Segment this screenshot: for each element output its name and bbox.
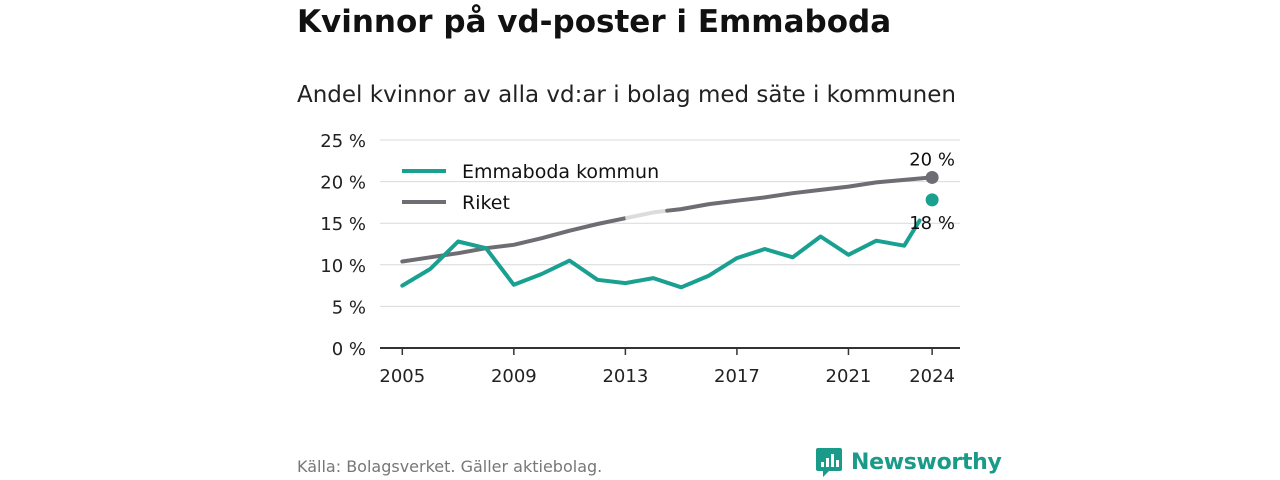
source-note: Källa: Bolagsverket. Gäller aktiebolag. [297, 457, 603, 476]
y-tick-label: 5 % [332, 297, 366, 318]
emmaboda-line [400, 218, 922, 290]
axes: 0 % 5 % 10 % 15 % 20 % 25 % 2005 2009 2013 2017 20… [320, 131, 960, 387]
y-tick-label: 25 % [320, 131, 366, 152]
x-tick-label: 2017 [714, 366, 760, 387]
data-labels: 20 % 18 % [909, 149, 955, 233]
y-tick-label: 20 % [320, 173, 366, 194]
riket-end-point [925, 170, 939, 184]
y-tick-label: 0 % [332, 339, 366, 360]
chart-title: Kvinnor på vd-poster i Emmaboda [297, 4, 892, 40]
x-tick-label: 2013 [602, 366, 648, 387]
brand-logo[interactable]: Newsworthy [815, 446, 1002, 478]
legend: Emmaboda kommun Riket [402, 161, 659, 214]
brand-name: Newsworthy [851, 449, 1002, 475]
y-tick-label: 10 % [320, 256, 366, 277]
y-tick-label: 15 % [320, 214, 366, 235]
legend-item-emmaboda-label: Emmaboda kommun [462, 161, 659, 183]
x-tick-label: 2021 [826, 366, 872, 387]
riket-line [665, 175, 935, 213]
x-tick-label: 2024 [909, 366, 955, 387]
x-tick-label: 2009 [491, 366, 537, 387]
emmaboda-end-point [925, 193, 939, 207]
emmaboda-end-label: 18 % [909, 213, 955, 234]
riket-end-label: 20 % [909, 149, 955, 170]
chart-subtitle: Andel kvinnor av alla vd:ar i bolag med … [297, 82, 956, 108]
grid-lines [380, 139, 960, 307]
riket-line-gap [624, 208, 668, 221]
legend-item-riket-label: Riket [462, 192, 510, 214]
riket-line [400, 216, 628, 264]
newsworthy-logo-icon [816, 448, 842, 477]
x-tick-label: 2005 [379, 366, 425, 387]
series-lines [400, 170, 939, 290]
